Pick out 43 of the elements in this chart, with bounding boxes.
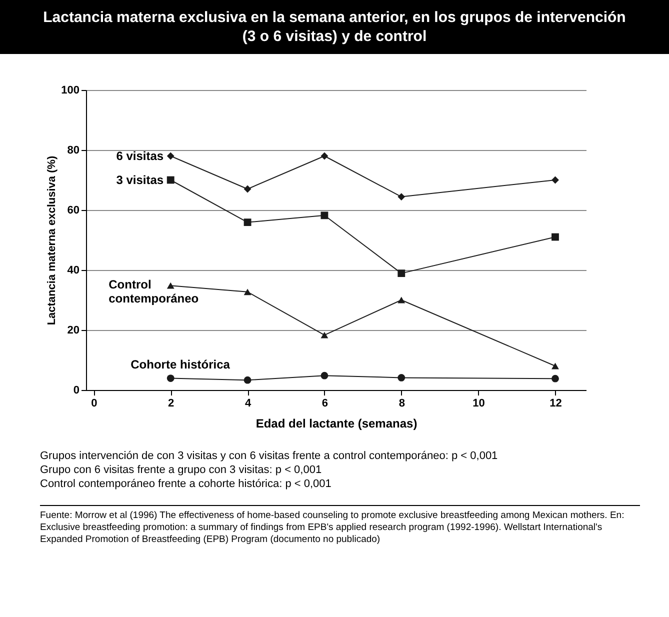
x-tick-label: 4: [244, 398, 252, 410]
point: [398, 374, 406, 382]
point: [244, 185, 252, 193]
x-axis-title: Edad del lactante (semanas): [256, 416, 418, 430]
point: [552, 233, 559, 241]
point: [320, 332, 328, 338]
point: [320, 152, 328, 160]
point: [398, 270, 406, 278]
point: [166, 282, 174, 289]
series-label: 6 visitas: [116, 149, 164, 163]
point: [320, 212, 328, 220]
point: [552, 362, 559, 370]
y-tick-label: 60: [67, 204, 80, 216]
series-label: 3 visitas: [116, 173, 164, 187]
point: [244, 288, 252, 296]
point: [166, 374, 174, 382]
y-tick-label: 80: [67, 144, 80, 156]
y-tick-label: 0: [73, 384, 80, 396]
series-label: Control contemporáneo: [108, 278, 199, 306]
source-note: Fuente: Morrow et al (1996) The effectiveness of home-based counseling to promote exclusive breastfeeding among Mexican mothers. En: Exclusive breastfeeding promotion: a summary of findings from EPB's applied research program (1992-1996). Wellstart International's Expanded Promotion of Breastfeeding (EPB) Program (documento no publicado): [40, 505, 640, 546]
point: [244, 218, 252, 226]
x-tick-label: 10: [472, 398, 485, 410]
point: [398, 193, 406, 201]
x-tick-label: 8: [398, 398, 405, 410]
chart-title: Lactancia materna exclusiva en la semana anterior, en los grupos de intervención (3 o 6 visitas) y de control: [0, 0, 669, 54]
x-tick-label: 0: [91, 398, 98, 410]
x-tick-label: 2: [168, 398, 174, 410]
y-tick-label: 100: [61, 84, 80, 96]
point: [166, 176, 174, 184]
x-tick-label: 6: [322, 398, 328, 410]
text: Control contemporáneo frente a cohorte histórica: p < 0,001: [40, 477, 332, 491]
y-tick-label: 20: [67, 324, 80, 336]
series-label: Cohorte histórica: [130, 357, 230, 372]
point: [244, 376, 252, 384]
y-tick-label: 40: [67, 264, 80, 276]
text: Grupo con 6 visitas frente a grupo con 3 visitas: p < 0,001: [40, 463, 323, 477]
x-tick-label: 12: [550, 398, 562, 410]
point: [320, 372, 328, 380]
y-axis-title: Lactancia materna exclusiva (%): [46, 155, 58, 326]
point: [398, 296, 406, 304]
point: [552, 374, 559, 382]
text: Grupos intervención de con 3 visitas y con 6 visitas frente a control contemporáneo: p < 0,001: [40, 449, 499, 463]
point: [166, 152, 174, 160]
